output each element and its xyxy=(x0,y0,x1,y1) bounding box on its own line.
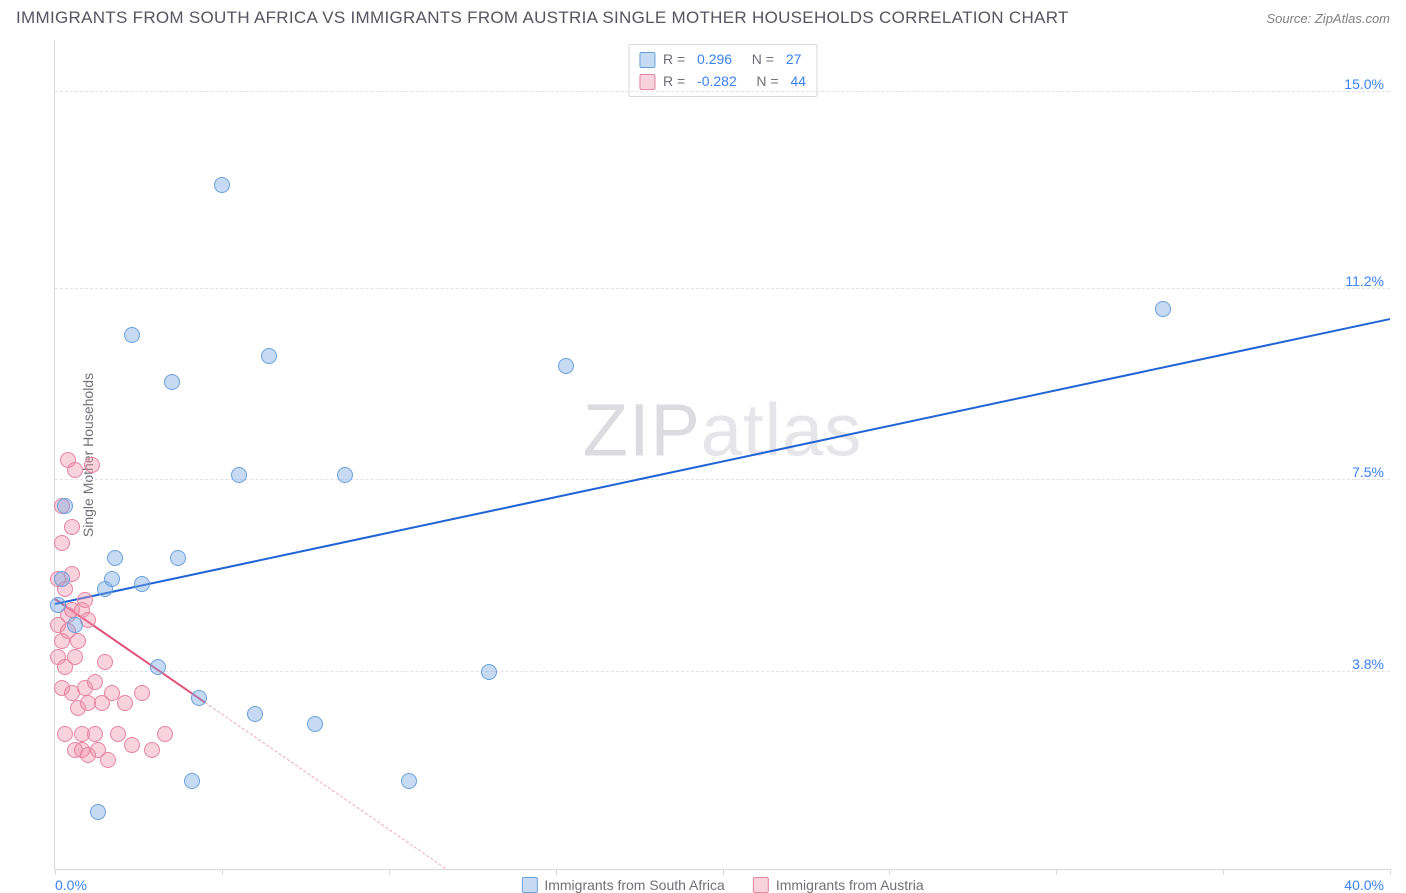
swatch-sa xyxy=(639,52,655,68)
data-point xyxy=(401,773,417,789)
data-point xyxy=(261,348,277,364)
x-tick xyxy=(389,869,390,875)
regression-line xyxy=(55,318,1390,605)
x-axis-min-label: 0.0% xyxy=(55,877,87,893)
y-tick-label: 15.0% xyxy=(1344,76,1384,92)
x-tick xyxy=(1056,869,1057,875)
data-point xyxy=(184,773,200,789)
gridline xyxy=(55,671,1390,672)
x-tick xyxy=(55,869,56,875)
y-tick-label: 3.8% xyxy=(1352,656,1384,672)
data-point xyxy=(97,654,113,670)
x-tick xyxy=(556,869,557,875)
data-point xyxy=(214,177,230,193)
stats-legend-box: R = 0.296 N = 27 R = -0.282 N = 44 xyxy=(628,44,817,97)
data-point xyxy=(157,726,173,742)
series-legend: Immigrants from South Africa Immigrants … xyxy=(521,877,923,893)
data-point xyxy=(558,358,574,374)
data-point xyxy=(84,457,100,473)
data-point xyxy=(134,685,150,701)
data-point xyxy=(100,752,116,768)
data-point xyxy=(64,519,80,535)
data-point xyxy=(164,374,180,390)
data-point xyxy=(50,597,66,613)
data-point xyxy=(87,726,103,742)
data-point xyxy=(231,467,247,483)
data-point xyxy=(67,617,83,633)
data-point xyxy=(124,737,140,753)
legend-item-sa: Immigrants from South Africa xyxy=(521,877,725,893)
data-point xyxy=(57,498,73,514)
plot-area: ZIPatlas R = 0.296 N = 27 R = -0.282 N =… xyxy=(54,40,1390,870)
data-point xyxy=(107,550,123,566)
x-tick xyxy=(1390,869,1391,875)
chart-container: Single Mother Households ZIPatlas R = 0.… xyxy=(34,40,1390,870)
gridline xyxy=(55,91,1390,92)
x-tick xyxy=(222,869,223,875)
data-point xyxy=(90,804,106,820)
x-tick xyxy=(723,869,724,875)
data-point xyxy=(70,633,86,649)
data-point xyxy=(1155,301,1171,317)
data-point xyxy=(191,690,207,706)
gridline xyxy=(55,288,1390,289)
data-point xyxy=(150,659,166,675)
legend-swatch-at xyxy=(753,877,769,893)
data-point xyxy=(57,726,73,742)
data-point xyxy=(337,467,353,483)
legend-label-sa: Immigrants from South Africa xyxy=(544,877,725,893)
data-point xyxy=(170,550,186,566)
legend-label-at: Immigrants from Austria xyxy=(776,877,924,893)
data-point xyxy=(87,674,103,690)
data-point xyxy=(124,327,140,343)
data-point xyxy=(77,592,93,608)
source-attribution: Source: ZipAtlas.com xyxy=(1266,11,1390,26)
data-point xyxy=(54,535,70,551)
legend-swatch-sa xyxy=(521,877,537,893)
x-axis-max-label: 40.0% xyxy=(1344,877,1384,893)
chart-title: IMMIGRANTS FROM SOUTH AFRICA VS IMMIGRAN… xyxy=(16,8,1069,28)
x-tick xyxy=(889,869,890,875)
x-tick xyxy=(1223,869,1224,875)
stats-row-at: R = -0.282 N = 44 xyxy=(639,71,806,93)
y-tick-label: 7.5% xyxy=(1352,464,1384,480)
legend-item-at: Immigrants from Austria xyxy=(753,877,924,893)
data-point xyxy=(247,706,263,722)
data-point xyxy=(307,716,323,732)
data-point xyxy=(117,695,133,711)
data-point xyxy=(54,571,70,587)
data-point xyxy=(144,742,160,758)
data-point xyxy=(104,571,120,587)
data-point xyxy=(134,576,150,592)
swatch-at xyxy=(639,74,655,90)
y-tick-label: 11.2% xyxy=(1345,273,1384,289)
data-point xyxy=(67,649,83,665)
stats-row-sa: R = 0.296 N = 27 xyxy=(639,49,806,71)
data-point xyxy=(67,462,83,478)
data-point xyxy=(481,664,497,680)
gridline xyxy=(55,479,1390,480)
